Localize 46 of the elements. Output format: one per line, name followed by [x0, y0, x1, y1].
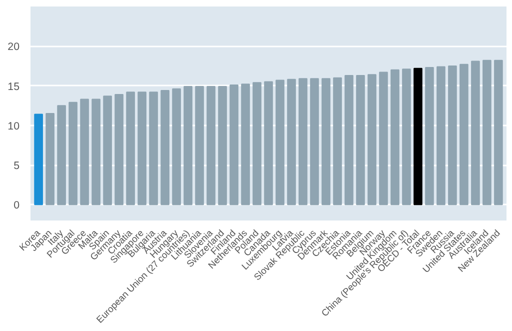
bar — [114, 94, 124, 206]
y-tick-label: 15 — [8, 80, 20, 93]
bar — [276, 80, 284, 206]
bar — [241, 84, 250, 206]
bar — [425, 67, 434, 206]
bar — [68, 102, 78, 206]
bar — [172, 88, 181, 206]
bar — [184, 86, 192, 206]
bar — [230, 84, 238, 206]
bar — [471, 60, 480, 206]
bar — [368, 74, 376, 206]
bar — [379, 72, 388, 206]
bar — [138, 92, 146, 206]
bar — [460, 64, 468, 206]
bar — [344, 74, 354, 206]
bar — [103, 96, 112, 206]
y-tick-label: 0 — [14, 200, 20, 212]
bar — [126, 92, 135, 206]
bar — [287, 78, 296, 206]
bar — [310, 78, 319, 206]
bar — [414, 68, 422, 206]
bar — [448, 65, 457, 206]
y-tick-label: 5 — [14, 160, 20, 172]
bar — [402, 68, 411, 206]
bar — [92, 98, 100, 206]
bar — [356, 74, 365, 206]
bar — [46, 113, 54, 206]
y-tick-label: 20 — [8, 41, 20, 54]
bar — [149, 92, 158, 206]
bar — [482, 60, 492, 206]
bar — [218, 86, 227, 206]
bar — [264, 81, 273, 206]
y-tick-label: 10 — [8, 120, 20, 132]
bar — [160, 90, 170, 206]
bar — [57, 105, 66, 206]
bar — [322, 78, 330, 206]
bar — [436, 66, 446, 206]
bar — [252, 82, 262, 206]
bar — [390, 69, 400, 206]
bar — [333, 77, 342, 206]
bar — [34, 114, 43, 206]
bar — [298, 78, 308, 206]
bar — [206, 86, 216, 206]
bar — [195, 86, 204, 206]
bar — [494, 60, 503, 206]
bar — [80, 98, 89, 206]
